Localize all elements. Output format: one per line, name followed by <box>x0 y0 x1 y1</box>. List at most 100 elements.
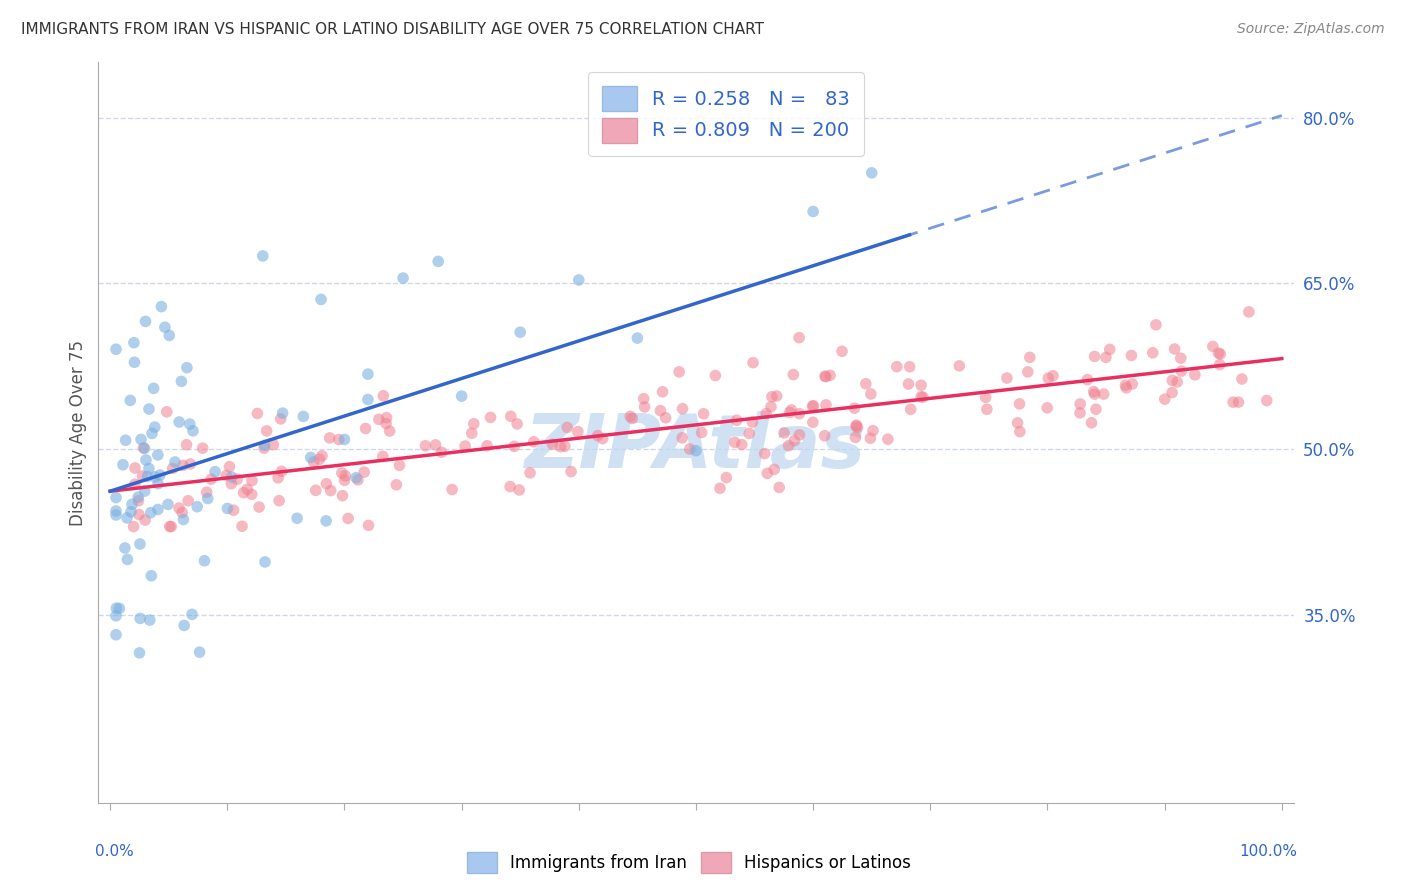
Point <box>157 328 180 343</box>
Point <box>768 480 790 494</box>
Point <box>1008 397 1031 411</box>
Point <box>1170 351 1192 366</box>
Point <box>319 483 342 498</box>
Point <box>1036 401 1059 415</box>
Point <box>129 537 152 551</box>
Text: IMMIGRANTS FROM IRAN VS HISPANIC OR LATINO DISABILITY AGE OVER 75 CORRELATION CH: IMMIGRANTS FROM IRAN VS HISPANIC OR LATI… <box>21 22 763 37</box>
Point <box>1114 378 1136 392</box>
Point <box>367 412 389 426</box>
Point <box>911 390 934 404</box>
Point <box>141 568 163 582</box>
Point <box>114 541 136 555</box>
Point <box>333 433 356 447</box>
Point <box>831 344 853 359</box>
Point <box>179 417 201 431</box>
Point <box>818 368 841 383</box>
Point <box>554 439 576 453</box>
Point <box>253 438 276 452</box>
Point <box>117 552 139 566</box>
Point <box>633 392 655 406</box>
Point <box>105 628 128 642</box>
Point <box>626 331 648 345</box>
Point <box>172 458 194 473</box>
Point <box>156 405 179 419</box>
Point <box>344 471 367 485</box>
Point <box>555 420 578 434</box>
Point <box>318 431 340 445</box>
Point <box>392 271 415 285</box>
Point <box>1227 395 1250 409</box>
Point <box>330 466 353 480</box>
Point <box>765 389 787 403</box>
Point <box>134 513 156 527</box>
Point <box>668 365 690 379</box>
Point <box>454 439 477 453</box>
Point <box>1161 385 1184 400</box>
Point <box>976 402 998 417</box>
Point <box>267 471 290 485</box>
Point <box>450 389 472 403</box>
Point <box>146 502 169 516</box>
Point <box>803 399 825 413</box>
Point <box>221 470 243 484</box>
Point <box>541 437 564 451</box>
Legend: R = 0.258   N =   83, R = 0.809   N = 200: R = 0.258 N = 83, R = 0.809 N = 200 <box>588 72 863 156</box>
Point <box>337 511 360 525</box>
Point <box>170 375 193 389</box>
Point <box>163 455 186 469</box>
Point <box>105 608 128 623</box>
Point <box>1042 368 1064 383</box>
Point <box>503 439 526 453</box>
Point <box>146 476 169 491</box>
Point <box>709 481 731 495</box>
Point <box>226 472 249 486</box>
Point <box>335 468 357 483</box>
Point <box>886 359 908 374</box>
Point <box>506 417 529 431</box>
Point <box>253 441 276 455</box>
Point <box>898 359 921 374</box>
Point <box>783 434 806 448</box>
Point <box>860 166 883 180</box>
Point <box>1069 397 1091 411</box>
Point <box>789 427 811 442</box>
Point <box>1121 376 1143 391</box>
Point <box>177 493 200 508</box>
Point <box>1008 425 1031 439</box>
Point <box>181 607 204 622</box>
Point <box>353 465 375 479</box>
Point <box>122 519 145 533</box>
Point <box>308 452 330 467</box>
Point <box>262 438 284 452</box>
Point <box>463 417 485 431</box>
Point <box>247 500 270 514</box>
Point <box>1237 305 1260 319</box>
Point <box>204 465 226 479</box>
Point <box>162 461 184 475</box>
Point <box>236 483 259 497</box>
Point <box>759 400 782 414</box>
Point <box>120 393 142 408</box>
Point <box>1142 345 1164 359</box>
Point <box>877 432 900 446</box>
Point <box>725 413 748 427</box>
Point <box>519 466 541 480</box>
Point <box>105 342 128 356</box>
Point <box>1166 375 1188 389</box>
Point <box>724 435 747 450</box>
Point <box>375 417 398 431</box>
Point <box>378 424 401 438</box>
Point <box>844 401 866 416</box>
Point <box>197 491 219 506</box>
Point <box>1222 395 1244 409</box>
Point <box>690 425 713 440</box>
Point <box>105 491 128 505</box>
Point <box>1018 351 1040 365</box>
Point <box>114 434 136 448</box>
Point <box>731 437 754 451</box>
Point <box>763 462 786 476</box>
Point <box>754 446 776 460</box>
Point <box>755 407 778 421</box>
Text: 0.0%: 0.0% <box>94 844 134 858</box>
Point <box>900 402 922 417</box>
